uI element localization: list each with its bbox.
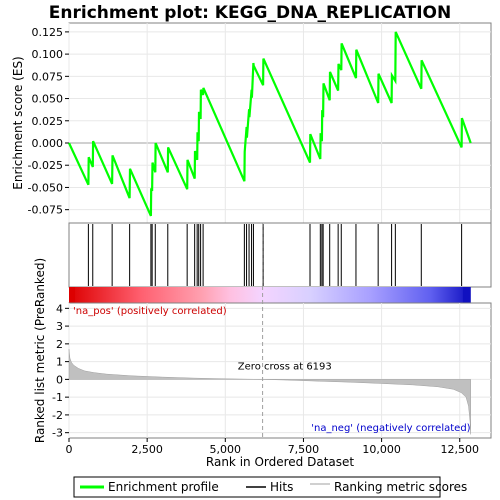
es-y-tick-label: 0.075 [32,70,64,83]
rank-color-bar [69,287,471,303]
x-tick-label: 7,500 [288,443,320,456]
x-tick-label: 2,500 [131,443,163,456]
metric-y-tick-label: -2 [52,409,63,422]
x-tick-label: 0 [66,443,73,456]
es-y-tick-label: 0.100 [32,48,64,61]
metric-y-tick-label: 2 [56,338,63,351]
es-y-tick-label: -0.050 [28,181,63,194]
rank-gradient-pos-end [69,287,75,303]
es-y-tick-label: -0.025 [28,159,63,172]
neg-label: 'na_neg' (negatively correlated) [311,423,470,434]
metric-panel: -3 -2 -1 0 1 2 3 4 'na_pos' (positively correla… [52,223,492,440]
metric-y-tick-label: 0 [56,373,63,386]
es-y-axis-label: Enrichment score (ES) [11,56,25,189]
x-axis-label: Rank in Ordered Dataset [206,455,354,469]
x-tick-label: 5,000 [210,443,242,456]
chart-title: Enrichment plot: KEGG_DNA_REPLICATION [49,3,451,23]
metric-y-tick-label: 4 [56,302,63,315]
hits-panel-frame [68,222,492,288]
es-y-tick-label: 0.025 [32,115,64,128]
es-y-tick-label: 0.050 [32,93,64,106]
x-tick-label: 10,000 [362,443,401,456]
legend: Enrichment profile Hits Ranking metric s… [73,476,467,498]
x-axis: 0 2,500 5,000 7,500 10,000 12,500 [66,438,479,456]
legend-enrichment-label: Enrichment profile [108,480,219,494]
pos-label: 'na_pos' (positively correlated) [73,306,227,317]
enrichment-profile-line [68,31,472,217]
metric-y-axis-label: Ranked list metric (PreRanked) [33,258,47,443]
es-y-tick-label: 0.125 [32,26,64,39]
hit-marks [87,224,463,286]
hits-panel [68,222,492,288]
metric-y-tick-label: -3 [52,427,63,440]
rank-gradient-neg-end [462,287,471,303]
es-panel: -0.075 -0.050 -0.025 0.000 0.025 0.050 0.075 0.… [28,22,492,224]
rank-gradient [69,287,471,303]
ranking-metric-area [68,349,471,435]
metric-y-tick-label: 1 [56,356,63,369]
metric-y-tick-label: 3 [56,320,63,333]
es-panel-frame [68,22,492,224]
es-y-tick-label: 0.000 [32,137,64,150]
zero-cross-label: Zero cross at 6193 [238,362,332,373]
legend-hits-label: Hits [270,480,293,494]
es-y-tick-label: -0.075 [28,204,63,217]
legend-metric-label: Ranking metric scores [334,480,467,494]
metric-y-axis: -3 -2 -1 0 1 2 3 4 [52,302,69,440]
es-y-axis: -0.075 -0.050 -0.025 0.000 0.025 0.050 0.075 0.… [28,26,69,217]
x-tick-label: 12,500 [440,443,479,456]
metric-panel-frame [68,302,492,439]
metric-y-tick-label: -1 [52,391,63,404]
